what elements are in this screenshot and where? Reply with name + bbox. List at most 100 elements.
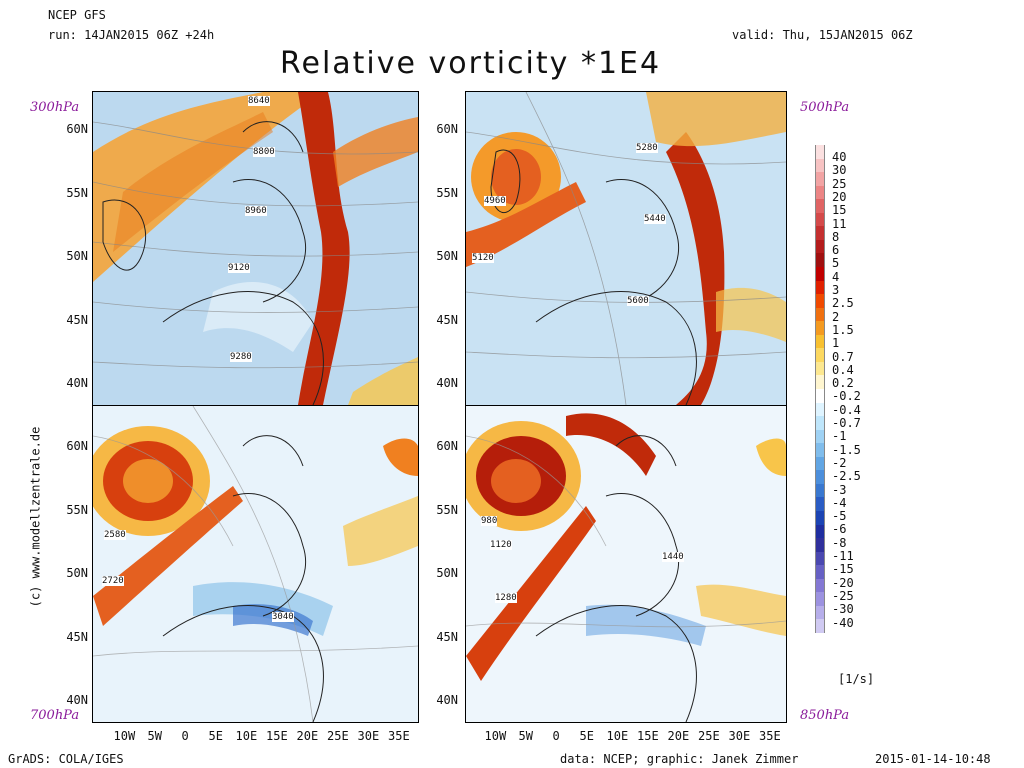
longitude-label: 20E bbox=[667, 729, 690, 743]
colorbar-label: 25 bbox=[832, 176, 847, 191]
colorbar-label: -6 bbox=[832, 522, 847, 537]
colorbar-swatch bbox=[815, 280, 825, 295]
colorbar-swatch bbox=[815, 483, 825, 498]
latitude-label: 60N bbox=[66, 122, 88, 136]
colorbar-label: 2.5 bbox=[832, 296, 854, 311]
latitude-label: 50N bbox=[436, 566, 458, 580]
latitude-label: 50N bbox=[66, 566, 88, 580]
contour-label: 2720 bbox=[102, 576, 124, 586]
longitude-label: 10W bbox=[113, 729, 136, 743]
colorbar-swatch bbox=[815, 551, 825, 566]
colorbar-label: -0.2 bbox=[832, 389, 861, 404]
colorbar-label: -1 bbox=[832, 429, 847, 444]
colorbar-label: -5 bbox=[832, 509, 847, 524]
longitude-label: 5W bbox=[518, 729, 533, 743]
contour-label: 2580 bbox=[104, 530, 126, 540]
contour-label: 5440 bbox=[644, 214, 666, 224]
colorbar bbox=[815, 145, 825, 634]
run-info: run: 14JAN2015 06Z +24h bbox=[48, 28, 215, 42]
colorbar-label: 0.2 bbox=[832, 376, 854, 391]
colorbar-swatch bbox=[815, 145, 825, 160]
latitude-label: 45N bbox=[66, 629, 88, 644]
colorbar-swatch bbox=[815, 321, 825, 336]
level-label-300: 300hPa bbox=[30, 100, 80, 115]
vorticity-field-300 bbox=[93, 92, 418, 405]
colorbar-swatch bbox=[815, 538, 825, 553]
colorbar-swatch bbox=[815, 511, 825, 526]
colorbar-label: 6 bbox=[832, 243, 840, 258]
colorbar-label: -11 bbox=[832, 549, 854, 563]
latitude-label: 55N bbox=[66, 185, 88, 200]
colorbar-label: -8 bbox=[832, 535, 847, 550]
colorbar-label: 5 bbox=[832, 256, 840, 271]
colorbar-swatch bbox=[815, 334, 825, 349]
contour-label: 4960 bbox=[484, 196, 506, 206]
colorbar-label: -4 bbox=[832, 495, 847, 510]
longitude-label: 5E bbox=[579, 729, 594, 743]
latitude-label: 40N bbox=[66, 376, 88, 390]
colorbar-swatch bbox=[815, 456, 825, 471]
latitude-label: 45N bbox=[66, 312, 88, 327]
colorbar-swatch bbox=[815, 348, 825, 363]
latitude-label: 40N bbox=[66, 693, 88, 707]
latitude-label: 60N bbox=[436, 439, 458, 453]
vorticity-field-500 bbox=[466, 92, 786, 405]
contour-label: 9280 bbox=[230, 352, 252, 362]
colorbar-label: -3 bbox=[832, 482, 847, 497]
contour-label: 1280 bbox=[495, 593, 517, 603]
level-label-850: 850hPa bbox=[800, 708, 850, 723]
colorbar-label: 15 bbox=[832, 203, 847, 218]
colorbar-swatch bbox=[815, 267, 825, 282]
latitude-label: 55N bbox=[66, 502, 88, 517]
footer-credit: data: NCEP; graphic: Janek Zimmer bbox=[560, 752, 799, 766]
contour-label: 980 bbox=[481, 516, 498, 526]
contour-label: 9120 bbox=[228, 263, 250, 273]
contour-label: 8800 bbox=[253, 147, 275, 157]
colorbar-label: -40 bbox=[832, 615, 854, 630]
vorticity-field-700 bbox=[93, 406, 418, 722]
colorbar-swatch bbox=[815, 565, 825, 580]
level-label-700: 700hPa bbox=[30, 708, 80, 723]
site-credit: (c) www.modellzentrale.de bbox=[28, 426, 43, 608]
colorbar-swatch bbox=[815, 375, 825, 390]
colorbar-label: 20 bbox=[832, 189, 847, 204]
colorbar-swatch bbox=[815, 416, 825, 431]
colorbar-label: -20 bbox=[832, 575, 854, 590]
colorbar-swatch bbox=[815, 443, 825, 458]
contour-label: 8640 bbox=[248, 96, 270, 106]
longitude-label: 15E bbox=[266, 729, 288, 743]
colorbar-label: -1.5 bbox=[832, 442, 861, 457]
colorbar-unit: [1/s] bbox=[838, 672, 875, 686]
colorbar-swatch bbox=[815, 239, 825, 254]
colorbar-label: 1 bbox=[832, 336, 840, 351]
colorbar-label: -2.5 bbox=[832, 469, 861, 484]
colorbar-label: 1.5 bbox=[832, 322, 854, 337]
longitude-label: 10W bbox=[484, 729, 507, 743]
colorbar-label: -30 bbox=[832, 602, 854, 617]
colorbar-swatch bbox=[815, 524, 825, 539]
longitude-label: 30E bbox=[357, 729, 380, 743]
longitude-label: 10E bbox=[606, 729, 629, 743]
latitude-label: 60N bbox=[66, 439, 88, 453]
colorbar-label: 3 bbox=[832, 283, 840, 297]
latitude-label: 55N bbox=[436, 502, 458, 517]
latitude-label: 50N bbox=[66, 249, 88, 263]
longitude-label: 25E bbox=[327, 729, 349, 743]
colorbar-label: -0.7 bbox=[832, 416, 861, 430]
colorbar-swatch bbox=[815, 307, 825, 322]
latitude-label: 50N bbox=[436, 249, 458, 263]
contour-label: 5120 bbox=[472, 253, 494, 263]
latitude-label: 45N bbox=[436, 629, 458, 644]
colorbar-label: 0.4 bbox=[832, 362, 854, 377]
latitude-label: 60N bbox=[436, 122, 458, 136]
colorbar-label: 2 bbox=[832, 309, 840, 324]
colorbar-label: 40 bbox=[832, 150, 847, 164]
latitude-label: 40N bbox=[436, 376, 458, 390]
colorbar-swatch bbox=[815, 294, 825, 309]
longitude-label: 5W bbox=[147, 729, 162, 743]
contour-label: 1440 bbox=[662, 552, 684, 562]
colorbar-label: 30 bbox=[832, 163, 847, 178]
colorbar-swatch bbox=[815, 619, 825, 634]
longitude-label: 10E bbox=[235, 729, 258, 743]
latitude-label: 40N bbox=[436, 693, 458, 707]
